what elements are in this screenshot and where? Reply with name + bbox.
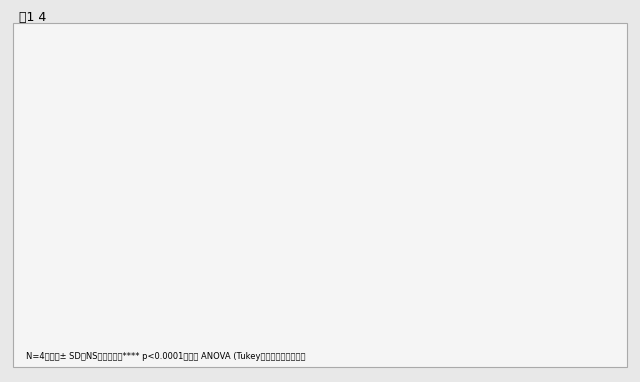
Text: 105.4: 105.4 bbox=[591, 158, 619, 168]
Bar bbox=[417, 78, 482, 134]
Text: 標準偏差: 標準偏差 bbox=[367, 215, 390, 225]
Text: 10.4: 10.4 bbox=[598, 215, 619, 225]
Text: NS: NS bbox=[195, 79, 209, 90]
Bar bbox=[482, 191, 557, 248]
Text: ****: **** bbox=[94, 121, 113, 131]
Bar bbox=[417, 191, 482, 248]
Y-axis label: 平均接触圧力（kPa）: 平均接触圧力（kPa） bbox=[24, 159, 35, 223]
Bar bbox=[417, 134, 482, 191]
Text: N=4、平均± SD、NS＝非有意、**** p<0.0001、一元 ANOVA (Tukey事後テスト）による: N=4、平均± SD、NS＝非有意、**** p<0.0001、一元 ANOVA… bbox=[26, 352, 305, 361]
Bar bbox=[482, 78, 557, 134]
Bar bbox=[358, 78, 417, 134]
Bar bbox=[557, 134, 627, 191]
Title: 圧縮強度: 圧縮強度 bbox=[187, 61, 216, 74]
Bar bbox=[557, 191, 627, 248]
Bar bbox=[482, 134, 557, 191]
Bar bbox=[273, 120, 326, 306]
Text: 2.4: 2.4 bbox=[534, 215, 549, 225]
Bar bbox=[175, 264, 228, 306]
Text: 4.6: 4.6 bbox=[459, 215, 474, 225]
Text: ****: **** bbox=[241, 96, 260, 105]
Text: キトサン/
PVAメッシュ: キトサン/ PVAメッシュ bbox=[500, 97, 539, 115]
Bar bbox=[358, 191, 417, 248]
Bar bbox=[557, 78, 627, 134]
Text: 複合: 複合 bbox=[588, 102, 597, 111]
Bar bbox=[77, 141, 131, 306]
Text: 図1 4: 図1 4 bbox=[19, 11, 47, 24]
Text: キャスト
PVA: キャスト PVA bbox=[440, 97, 460, 115]
Bar bbox=[358, 134, 417, 191]
Text: 23.9: 23.9 bbox=[528, 158, 549, 168]
Text: 93.1: 93.1 bbox=[452, 158, 474, 168]
Text: 平均: 平均 bbox=[367, 158, 378, 168]
